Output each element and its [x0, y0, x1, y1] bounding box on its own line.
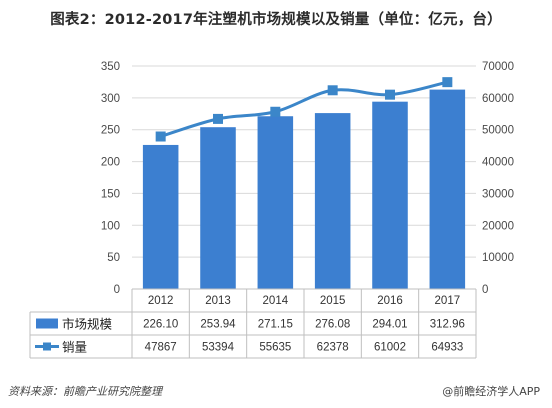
right-axis-ticks: 0 10000 20000 30000 40000 50000 60000 70000 [482, 61, 514, 296]
right-tick-label: 10000 [482, 252, 514, 264]
bar-series [142, 89, 466, 290]
line-value-cell: 47867 [145, 342, 177, 354]
right-tick-label: 50000 [482, 125, 514, 137]
line-value-cell: 64933 [431, 342, 463, 354]
left-tick-label: 50 [107, 252, 120, 264]
left-tick-label: 100 [101, 220, 120, 232]
bar-value-cell: 294.01 [372, 319, 407, 331]
right-tick-label: 70000 [482, 61, 514, 73]
right-tick-label: 0 [482, 284, 488, 296]
legend-line-label: 销量 [62, 340, 87, 355]
right-tick-label: 30000 [482, 188, 514, 200]
category-label: 2015 [320, 295, 346, 307]
left-tick-label: 200 [101, 157, 120, 169]
left-axis-ticks: 0 50 100 150 200 250 300 350 [101, 61, 120, 296]
line-value-cell: 61002 [374, 342, 406, 354]
bar [314, 113, 351, 290]
line-value-cell: 53394 [202, 342, 235, 354]
category-label: 2017 [435, 295, 461, 307]
legend-bar-key [36, 318, 58, 329]
bar-value-cell: 271.15 [258, 319, 293, 331]
bar-value-cell: 312.96 [430, 319, 465, 331]
left-tick-label: 0 [114, 284, 120, 296]
source-note: 资料来源：前瞻产业研究院整理 [8, 385, 162, 398]
line-marker [442, 77, 453, 88]
line-value-cell: 55635 [259, 342, 291, 354]
bar [372, 101, 408, 289]
legend-bar-label: 市场规模 [62, 317, 113, 332]
bar-value-cell: 253.94 [200, 319, 236, 331]
bar-value-cell: 276.08 [315, 319, 350, 331]
left-tick-label: 250 [101, 125, 120, 137]
bar [429, 89, 466, 290]
category-label: 2013 [205, 295, 231, 307]
bar [142, 144, 179, 289]
left-tick-label: 300 [101, 93, 120, 105]
line-marker [213, 113, 223, 124]
line-series [155, 77, 453, 142]
line-marker [270, 106, 281, 117]
credit-note: @前瞻经济学人APP [442, 385, 540, 398]
bar [200, 127, 236, 289]
left-tick-label: 150 [101, 188, 120, 200]
line-value-cell: 62378 [317, 342, 349, 354]
right-tick-label: 60000 [482, 93, 514, 105]
chart-title: 图表2：2012-2017年注塑机市场规模以及销量（单位：亿元，台） [50, 12, 502, 28]
line-marker [155, 131, 166, 142]
left-tick-label: 350 [101, 61, 120, 73]
bar-value-cell: 226.10 [143, 319, 178, 331]
line-marker [385, 89, 395, 100]
bar [257, 116, 294, 290]
legend-line-marker [43, 342, 51, 351]
category-label: 2014 [263, 295, 289, 307]
right-tick-label: 40000 [482, 157, 514, 169]
line-marker [327, 85, 338, 96]
category-label: 2012 [148, 295, 174, 307]
right-tick-label: 20000 [482, 220, 514, 232]
category-label: 2016 [377, 295, 403, 307]
line-path [160, 80, 448, 138]
